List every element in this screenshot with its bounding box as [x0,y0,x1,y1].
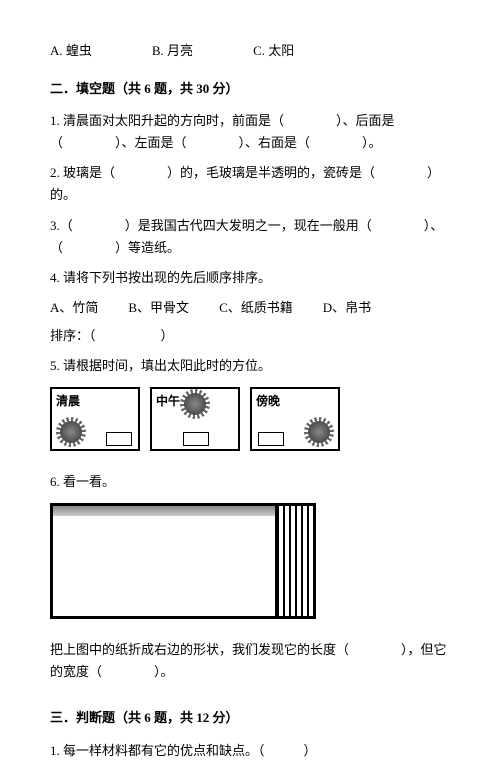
q4-opt-a: A、竹简 [50,297,98,319]
q4-opt-b: B、甲骨文 [128,297,189,319]
q2-6-text: 把上图中的纸折成右边的形状，我们发现它的长度（ ），但它的宽度（ ）。 [50,639,450,683]
sun-diagram: 清晨 中午 傍晚 [50,387,450,451]
answer-box [183,432,209,446]
q2-4-order: 排序：（ ） [50,325,450,347]
section2-title: 二．填空题（共 6 题，共 30 分） [50,78,450,100]
sun-cell-noon: 中午 [150,387,240,451]
sun-label-noon: 中午 [156,391,180,411]
answer-box [106,432,132,446]
q2-3: 3.（ ）是我国古代四大发明之一，现在一般用（ ）、（ ）等造纸。 [50,215,450,259]
fold-diagram [50,503,316,619]
q2-4: 4. 请将下列书按出现的先后顺序排序。 [50,267,450,289]
answer-box [258,432,284,446]
top-options: A. 蝗虫 B. 月亮 C. 太阳 [50,40,450,62]
section3-title: 三．判断题（共 6 题，共 12 分） [50,707,450,729]
q2-6: 6. 看一看。 [50,471,450,493]
sun-cell-evening: 傍晚 [250,387,340,451]
q2-2: 2. 玻璃是（ ）的，毛玻璃是半透明的，瓷砖是（ ）的。 [50,162,450,206]
sun-icon [184,393,206,415]
sun-label-morning: 清晨 [56,391,80,411]
q2-1: 1. 清晨面对太阳升起的方向时，前面是（ ）、后面是（ ）、左面是（ ）、右面是… [50,110,450,154]
q4-opt-d: D、帛书 [323,297,371,319]
fold-right-accordion [275,506,313,616]
q2-5: 5. 请根据时间，填出太阳此时的方位。 [50,355,450,377]
sun-icon [60,421,82,443]
q2-4-options: A、竹简 B、甲骨文 C、纸质书籍 D、帛书 [50,297,450,319]
fold-top-edge [53,506,313,516]
sun-icon [308,421,330,443]
option-c: C. 太阳 [253,40,294,62]
option-a: A. 蝗虫 [50,40,92,62]
q4-opt-c: C、纸质书籍 [219,297,293,319]
sun-label-evening: 傍晚 [256,391,280,411]
q3-1: 1. 每一样材料都有它的优点和缺点。（ ） [50,740,450,762]
option-b: B. 月亮 [152,40,193,62]
sun-cell-morning: 清晨 [50,387,140,451]
